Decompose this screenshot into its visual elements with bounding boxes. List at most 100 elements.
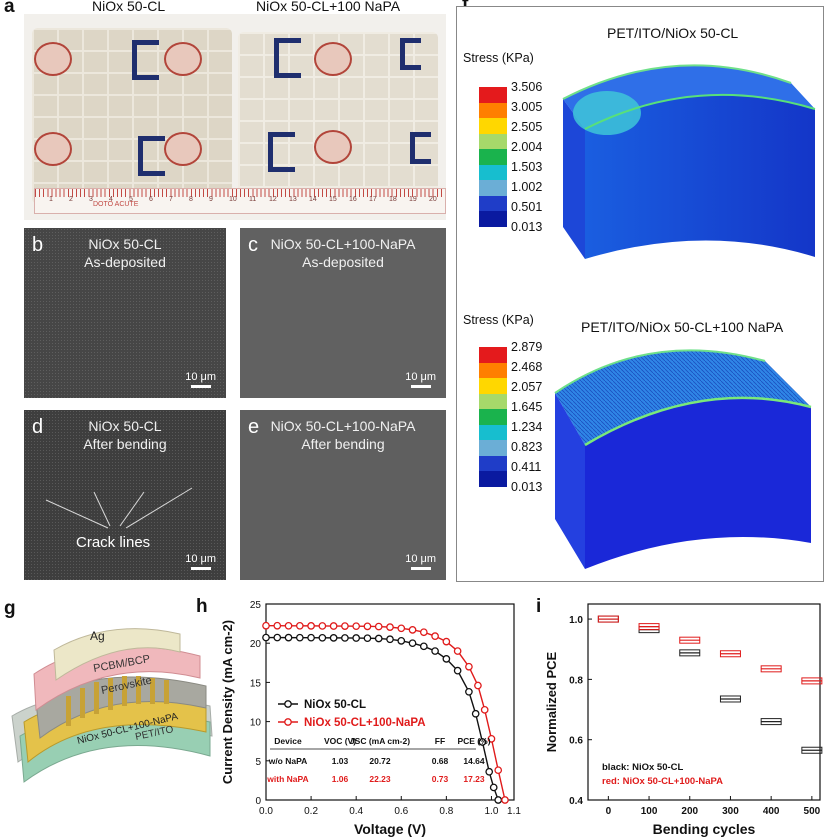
ruler-brand: DOTO ACUTE [93,201,139,208]
data-point [386,623,394,631]
sem-panel-b: b NiOx 50-CL As-deposited 10 μm [24,228,226,398]
ruler-number: 20 [429,196,437,203]
fem-model-bottom [554,349,812,569]
table-cell: with NaPA [266,774,308,784]
sem-title: NiOx 50-CL [88,236,162,252]
data-point [363,622,372,631]
ruler-number: 12 [269,196,277,203]
data-point [453,647,462,655]
legend-label-red: red: NiOx 50-CL+100-NaPA [602,776,723,787]
colorbar-tick-label: 0.501 [511,200,543,214]
colorbar-tick-label: 3.005 [511,100,543,114]
data-point [474,681,482,690]
ruler-number: 18 [389,196,397,203]
stamp-logo [164,42,202,76]
ruler-number: 6 [149,196,153,203]
data-point [284,633,293,642]
panel-a-right-title: NiOx 50-CL+100 NaPA [256,0,401,14]
ruler-number: 5 [129,196,133,203]
table-cell: 1.06 [332,774,349,784]
ruler-number: 15 [329,196,337,203]
y-tick-label: 25 [250,600,262,611]
sem-subtitle: As-deposited [302,254,384,270]
sem-title: NiOx 50-CL+100-NaPA [270,418,416,434]
data-point [374,634,383,643]
colorbar-swatch [479,87,507,104]
legend-title-top: Stress (KPa) [463,51,534,65]
data-point [284,621,293,630]
layer-label-ag: Ag [90,629,105,643]
data-point [442,637,451,646]
y-axis-label: Normalized PCE [544,651,559,752]
data-point [408,626,417,634]
data-point [419,628,428,637]
table-cell: 22.23 [369,774,391,784]
table-header: JSC (mA cm-2) [350,736,410,746]
data-point [478,738,487,746]
data-point [329,622,338,630]
colorbar-tick-label: 1.234 [511,420,543,434]
ruler-number: 10 [229,196,237,203]
ruler-number: 2 [69,196,73,203]
data-point [397,624,406,633]
sem-subtitle: As-deposited [84,254,166,270]
x-axis-label: Voltage (V) [354,821,426,837]
data-point [465,662,473,671]
data-point [352,634,361,642]
ruler-number: 11 [249,196,257,203]
data-point [318,633,327,642]
stamp-logo [164,132,202,166]
fem-title-top: PET/ITO/NiOx 50-CL [607,25,739,41]
data-point [442,655,451,663]
ruler-number: 17 [369,196,377,203]
x-tick-label: 0.0 [259,806,273,817]
legend-title-bottom: Stress (KPa) [463,313,534,327]
data-point [295,633,304,642]
data-point [363,634,372,643]
y-axis-label: Current Density (mA cm-2) [220,620,235,784]
blue-logo [400,38,421,70]
data-point [341,622,349,630]
colorbar-bottom: 2.879 2.468 2.057 1.645 1.234 0.823 0.411 0.013 [479,341,579,493]
ruler-number: 19 [409,196,417,203]
ruler-number: 13 [289,196,297,203]
table-header: FF [435,736,445,746]
scale-bar: 10 μm [185,371,216,388]
legend-label-black: black: NiOx 50-CL [602,762,683,773]
x-tick-label: 400 [763,806,780,817]
data-point [318,622,327,630]
table-header: Device [274,736,302,746]
scale-bar: 10 μm [185,553,216,570]
photo-panel: 1 2 3 4 5 6 7 8 9 10 11 12 13 14 15 16 17 18 19 20 DOTO ACU… [24,14,446,220]
blue-logo [410,132,431,164]
data-point [273,633,282,642]
colorbar-swatch [479,455,507,472]
data-point [307,633,315,642]
data-point [465,687,473,696]
y-tick-label: 10 [250,718,262,729]
table-cell: 0.73 [432,774,449,784]
y-tick-label: 0.8 [569,675,583,686]
panel-label-i: i [536,596,542,617]
x-axis-label: Bending cycles [653,821,756,837]
y-tick-label: 0 [255,796,261,807]
scale-bar: 10 μm [405,553,436,570]
blue-logo [138,136,165,176]
ruler: 1 2 3 4 5 6 7 8 9 10 11 12 13 14 15 16 17 18 19 20 DOTO ACU… [34,188,446,214]
y-tick-label: 15 [250,678,262,689]
pce-chart: 0 100 200 300 400 500 0.4 0.6 0.8 1.0 Bending cycl… [544,603,823,837]
sem-panel-c: c NiOx 50-CL+100-NaPA As-deposited 10 μm [240,228,446,398]
x-tick-label: 0.8 [439,806,453,817]
table-cell: 20.72 [369,756,391,766]
colorbar-swatch [479,102,507,119]
fem-model-top [562,64,816,259]
sem-panel-d: d NiOx 50-CL After bending Crack lines 1… [24,410,226,580]
sem-subtitle: After bending [301,436,385,452]
colorbar-top: 3.506 3.005 2.505 2.004 1.503 1.002 0.501 0.013 [479,81,579,233]
colorbar-tick-label: 0.411 [511,460,542,474]
colorbar-tick-label: 2.468 [511,360,543,374]
blue-logo [274,38,301,78]
panel-label-c: c [248,234,258,256]
legend-marker [284,718,292,726]
colorbar-swatch [479,424,507,441]
